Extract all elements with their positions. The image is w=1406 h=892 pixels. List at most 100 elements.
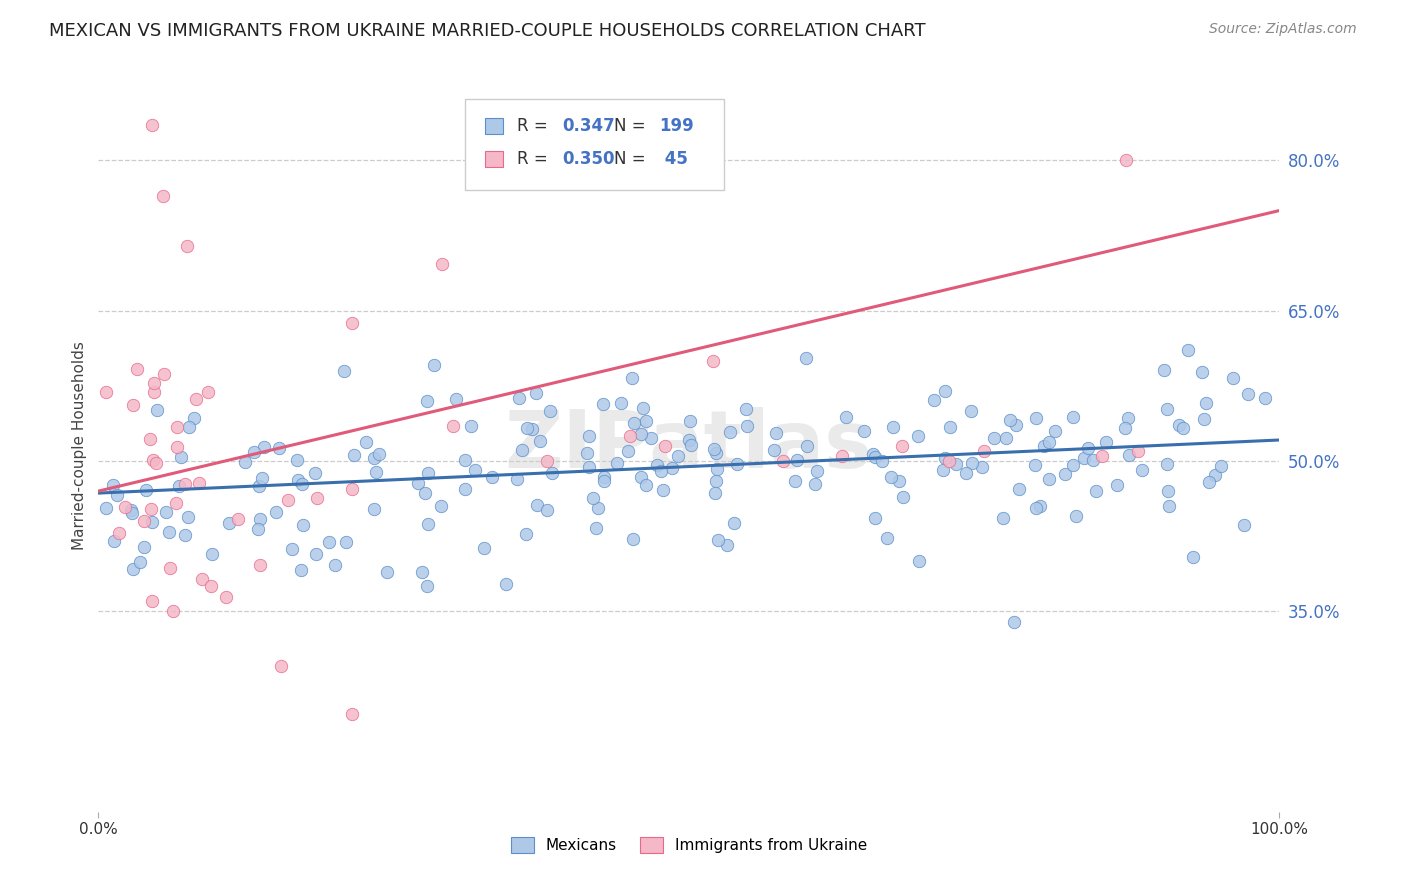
Point <box>105 488 128 502</box>
Point <box>887 474 910 488</box>
Point <box>765 426 787 441</box>
Point <box>707 533 730 547</box>
Point <box>249 558 271 572</box>
Point <box>363 502 385 516</box>
Point <box>702 442 724 457</box>
Point <box>166 440 188 454</box>
Point <box>1171 421 1194 435</box>
Point <box>1043 425 1066 439</box>
Point <box>876 531 898 545</box>
Point <box>270 659 292 673</box>
Point <box>1025 411 1047 425</box>
Point <box>510 443 533 458</box>
Point <box>960 456 983 470</box>
Point <box>406 476 429 491</box>
Point <box>441 419 464 434</box>
Point <box>955 467 977 481</box>
Point <box>1064 509 1087 524</box>
Point <box>174 527 197 541</box>
Point <box>678 433 700 447</box>
Point <box>718 425 741 439</box>
Point <box>472 541 495 555</box>
Point <box>250 471 273 485</box>
Text: 199: 199 <box>658 117 693 135</box>
Point <box>1038 472 1060 486</box>
Point <box>167 479 190 493</box>
Point <box>290 563 312 577</box>
Point <box>191 572 214 586</box>
Point <box>183 411 205 425</box>
Point <box>1233 518 1256 533</box>
Point <box>96 384 118 399</box>
Point <box>1053 467 1076 481</box>
Point <box>679 414 702 428</box>
Point <box>853 425 876 439</box>
Point <box>166 420 188 434</box>
Point <box>617 443 640 458</box>
Point <box>593 470 616 484</box>
Point <box>307 491 329 506</box>
Point <box>762 442 785 457</box>
Point <box>132 514 155 528</box>
Point <box>464 463 486 477</box>
Point <box>536 454 558 468</box>
Point <box>291 477 314 491</box>
Point <box>120 502 142 516</box>
Point <box>634 414 657 428</box>
Point <box>716 539 738 553</box>
Point <box>540 466 562 480</box>
Point <box>454 452 477 467</box>
FancyBboxPatch shape <box>485 152 503 168</box>
Point <box>413 486 436 500</box>
Point <box>121 506 143 520</box>
Point <box>411 566 433 580</box>
Point <box>177 420 200 434</box>
Point <box>1107 478 1129 492</box>
Point <box>1008 482 1031 496</box>
Point <box>363 451 385 466</box>
Point <box>416 394 439 409</box>
Point <box>585 521 607 535</box>
Point <box>932 463 955 477</box>
Point <box>368 447 391 461</box>
Point <box>516 421 538 435</box>
Text: MEXICAN VS IMMIGRANTS FROM UKRAINE MARRIED-COUPLE HOUSEHOLDS CORRELATION CHART: MEXICAN VS IMMIGRANTS FROM UKRAINE MARRI… <box>49 22 925 40</box>
Point <box>1222 371 1244 385</box>
Point <box>890 439 912 453</box>
Point <box>1130 463 1153 477</box>
Point <box>1157 483 1180 498</box>
Point <box>1211 459 1233 474</box>
Point <box>592 396 614 410</box>
Point <box>201 547 224 561</box>
Point <box>772 454 794 468</box>
Point <box>342 706 364 721</box>
Point <box>1062 410 1084 425</box>
Point <box>460 418 482 433</box>
Point <box>101 477 124 491</box>
Point <box>285 453 308 467</box>
Point <box>634 478 657 492</box>
Point <box>702 354 724 368</box>
Point <box>796 439 818 453</box>
Point <box>681 438 703 452</box>
Point <box>416 517 439 532</box>
Point <box>526 499 548 513</box>
Point <box>343 448 366 462</box>
Text: R =: R = <box>517 117 553 135</box>
Point <box>135 483 157 497</box>
Point <box>804 477 827 491</box>
Point <box>621 533 644 547</box>
Y-axis label: Married-couple Households: Married-couple Households <box>72 342 87 550</box>
Point <box>125 362 148 376</box>
Point <box>934 451 956 466</box>
Point <box>620 371 643 385</box>
Point <box>1062 458 1084 472</box>
Point <box>631 401 654 415</box>
Point <box>1029 499 1052 513</box>
Point <box>1095 434 1118 449</box>
Point <box>481 470 503 484</box>
Point <box>1085 484 1108 499</box>
Point <box>142 453 165 467</box>
Point <box>704 474 727 488</box>
Point <box>908 554 931 568</box>
